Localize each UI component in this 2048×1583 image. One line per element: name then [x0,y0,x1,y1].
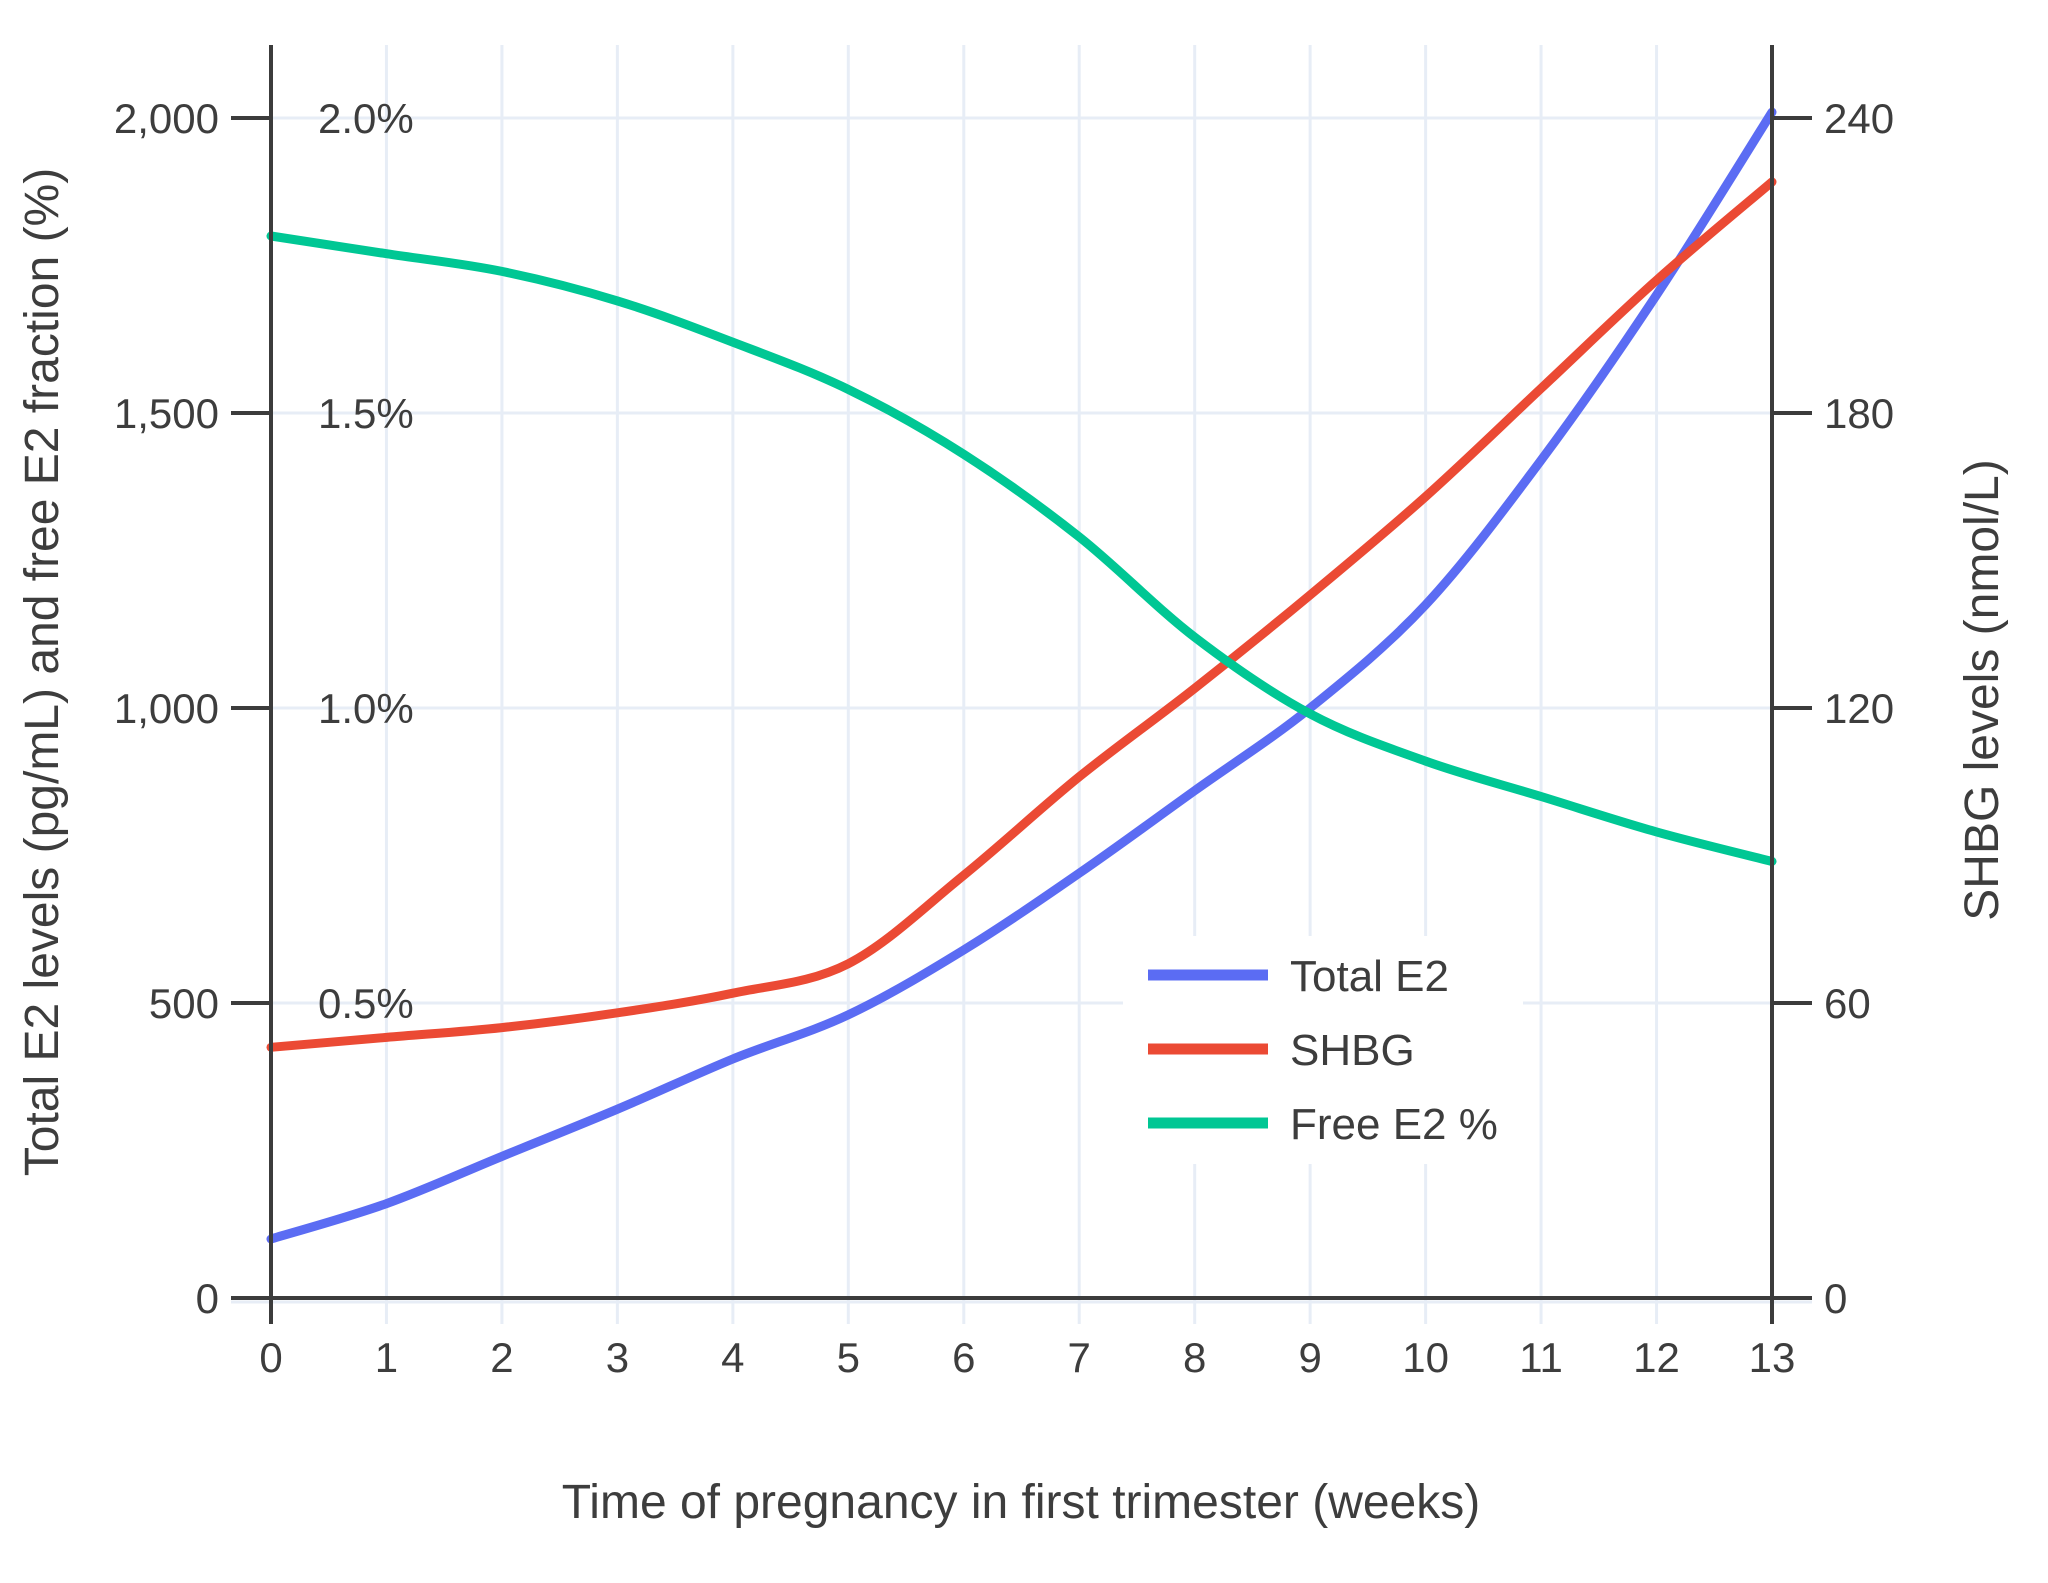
free-e2-percent-label: 0.5% [318,980,414,1027]
free-e2-percent-label: 2.0% [318,95,414,142]
y-tick-label-left: 1,000 [114,685,219,732]
legend-item-shbg[interactable]: SHBG [1148,1026,1415,1075]
x-tick-label: 5 [837,1334,860,1381]
x-tick-label: 8 [1183,1334,1206,1381]
series-line-total-e2 [266,107,1777,1244]
y-tick-label-right: 180 [1824,390,1894,437]
free-e2-percent-label: 1.0% [318,685,414,732]
axes [231,45,1812,1324]
y-tick-label-right: 120 [1824,685,1894,732]
legend-item-free-e2-[interactable]: Free E2 % [1148,1100,1498,1149]
legend-label: Total E2 [1290,952,1449,1001]
x-tick-label: 6 [952,1334,975,1381]
legend: Total E2 SHBG Free E2 % [1148,952,1498,1149]
y-tick-label-right: 0 [1824,1275,1847,1322]
legend-item-total-e2[interactable]: Total E2 [1148,952,1449,1001]
x-tick-label: 12 [1633,1334,1680,1381]
x-tick-label: 10 [1402,1334,1449,1381]
series-line-shbg [266,177,1777,1052]
x-tick-label: 9 [1298,1334,1321,1381]
y-axis-title-right: SHBG levels (nmol/L) [1956,459,2009,920]
y-tick-label-left: 2,000 [114,95,219,142]
y-tick-label-right: 240 [1824,95,1894,142]
x-tick-label: 1 [375,1334,398,1381]
x-tick-label: 4 [721,1334,744,1381]
y-axis-title-left: Total E2 levels (pg/mL) and free E2 frac… [16,168,69,1176]
y-tick-label-left: 500 [149,980,219,1027]
free-e2-percent-label: 1.5% [318,390,414,437]
y-tick-label-right: 60 [1824,980,1871,1027]
legend-label: SHBG [1290,1026,1415,1075]
y-tick-label-left: 1,500 [114,390,219,437]
x-tick-label: 7 [1068,1334,1091,1381]
legend-label: Free E2 % [1290,1100,1498,1149]
x-tick-label: 3 [606,1334,629,1381]
series-curves [266,107,1777,1244]
gridlines [231,45,1812,1324]
x-tick-label: 2 [490,1334,513,1381]
y-tick-label-left: 0 [196,1275,219,1322]
series-line-free-e2- [266,231,1777,866]
tick-labels: 05001,0001,5002,0000.5%1.0%1.5%2.0%06012… [114,95,1894,1381]
x-tick-label: 0 [259,1334,282,1381]
x-axis-title: Time of pregnancy in first trimester (we… [562,1476,1480,1529]
x-tick-label: 13 [1749,1334,1796,1381]
x-tick-label: 11 [1519,1334,1563,1381]
